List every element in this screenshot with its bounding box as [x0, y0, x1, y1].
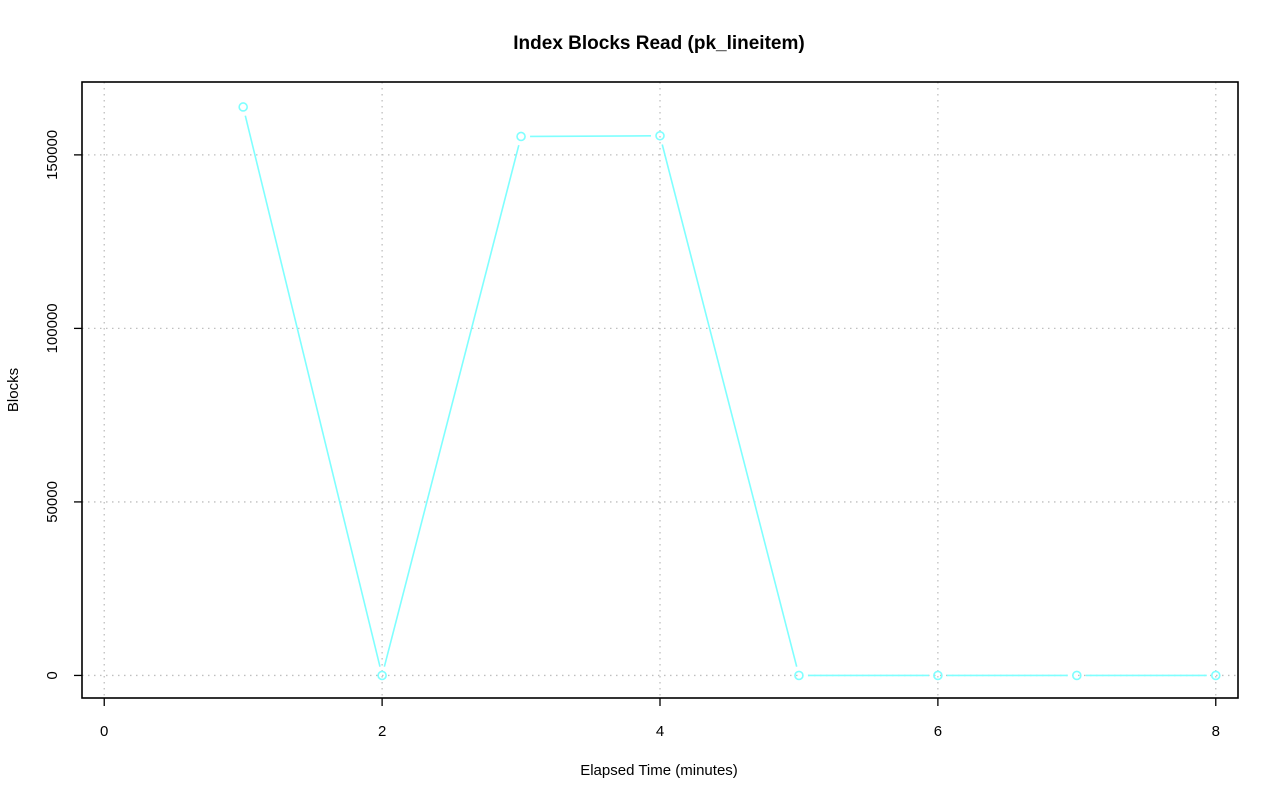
- y-tick-label-3: 150000: [44, 130, 61, 180]
- x-tick-label-1: 2: [378, 723, 386, 740]
- y-axis: 0 50000 100000 150000: [44, 130, 82, 680]
- series-0-segment-0: [244, 115, 381, 667]
- x-tick-label-4: 8: [1212, 723, 1220, 740]
- grid: [82, 82, 1238, 698]
- series-0-segment-1: [383, 145, 520, 667]
- y-tick-label-1: 50000: [44, 481, 61, 523]
- series-0-point-2: [516, 131, 526, 142]
- y-tick-label-2: 100000: [44, 303, 61, 353]
- x-axis: 0 2 4 6 8: [100, 698, 1220, 740]
- series-0-segment-2: [530, 135, 652, 138]
- x-axis-label: Elapsed Time (minutes): [580, 762, 738, 779]
- series-0-point-7: [1210, 670, 1221, 681]
- series-0-segment-3: [661, 144, 798, 667]
- series: [238, 102, 1221, 681]
- x-tick-label-0: 0: [100, 723, 108, 740]
- series-0-point-5: [933, 670, 943, 681]
- plot-frame: [81, 81, 1239, 699]
- series-0-point-0: [238, 102, 248, 112]
- x-tick-label-3: 6: [934, 723, 942, 740]
- x-tick-label-2: 4: [656, 723, 664, 740]
- series-0-point-4: [794, 670, 804, 681]
- chart-title: Index Blocks Read (pk_lineitem): [513, 33, 804, 54]
- series-0-point-1: [377, 670, 387, 681]
- y-tick-label-0: 0: [44, 671, 61, 679]
- series-0-point-6: [1072, 670, 1082, 681]
- y-axis-label: Blocks: [5, 368, 22, 412]
- series-0-point-3: [655, 130, 665, 141]
